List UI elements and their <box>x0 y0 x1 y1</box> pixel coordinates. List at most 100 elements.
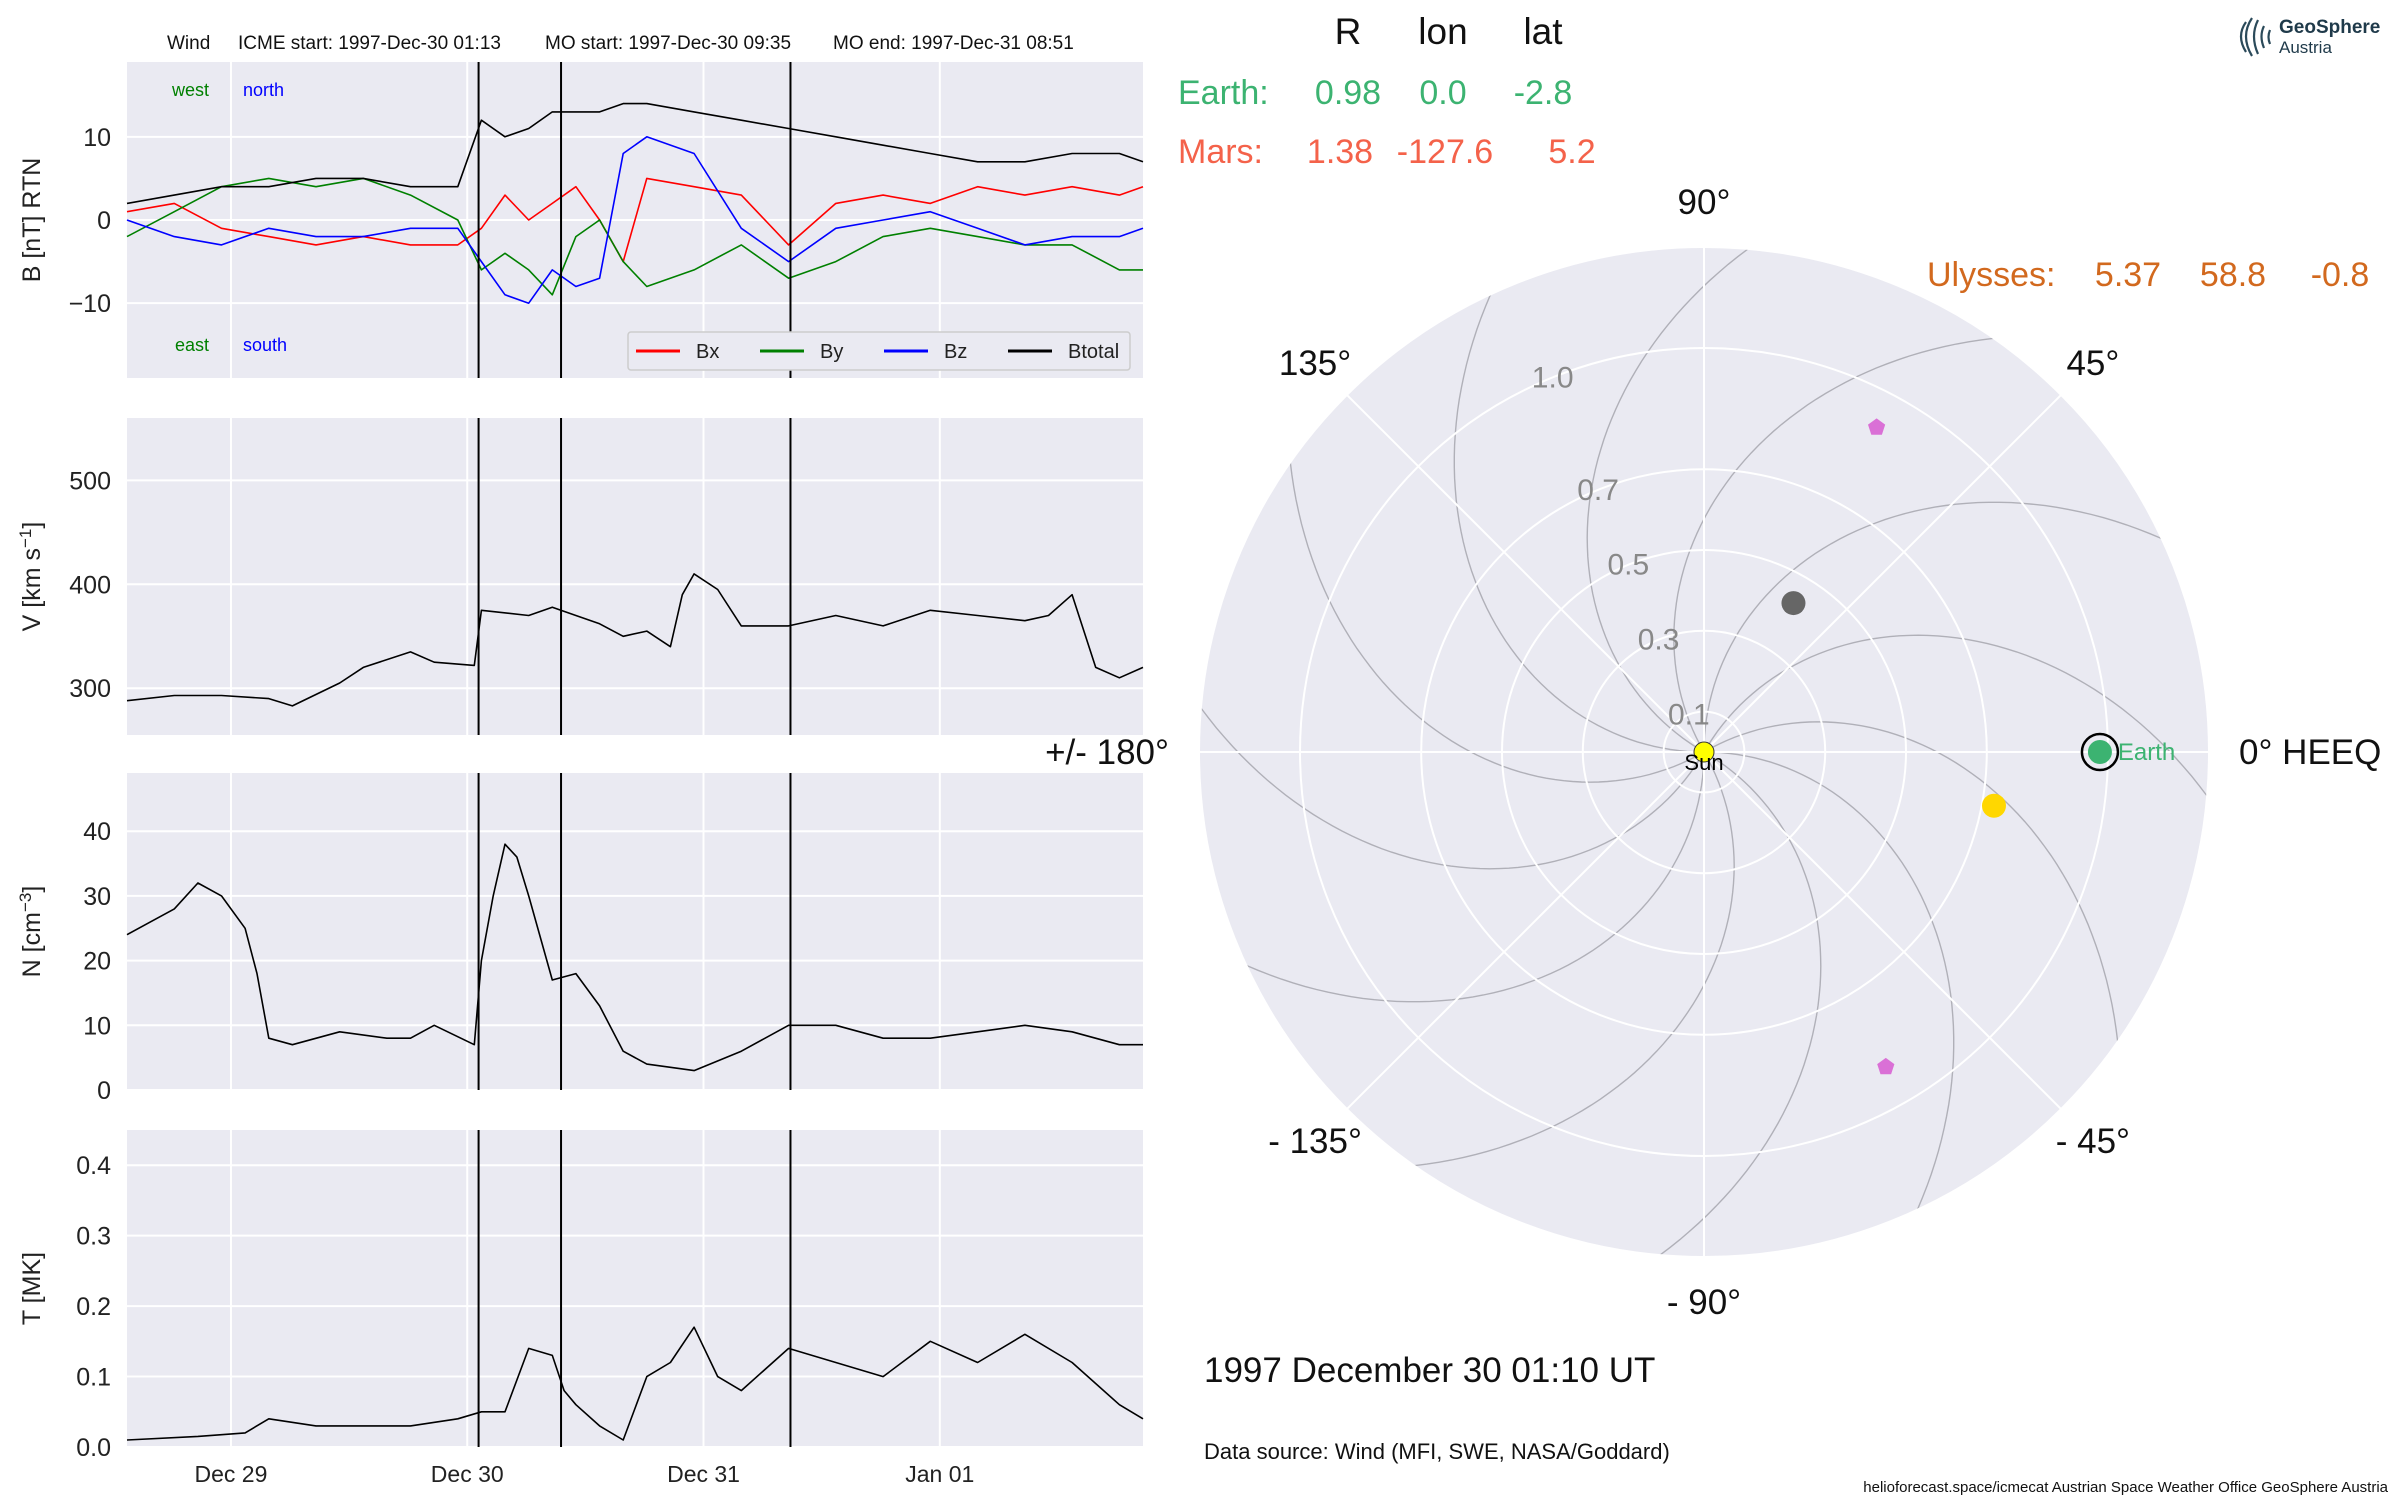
y-tick-label: 0.3 <box>76 1223 111 1251</box>
y-tick-label: 0.0 <box>76 1434 111 1462</box>
header-icme-start: ICME start: 1997-Dec-30 01:13 <box>238 33 501 54</box>
y-tick-label: 400 <box>69 571 111 599</box>
y-tick-label: 10 <box>83 1012 111 1040</box>
col-header-r: R <box>1335 11 1362 52</box>
col-header-lat: lat <box>1523 11 1563 52</box>
y-axis-label: V [km s−1] <box>16 522 46 632</box>
angle-label: - 135° <box>1268 1122 1362 1161</box>
header-mo-end: MO end: 1997-Dec-31 08:51 <box>833 33 1074 54</box>
y-axis-label: N [cm−3] <box>16 886 46 978</box>
direction-label-north: north <box>243 80 284 100</box>
x-tick-label: Jan 01 <box>905 1461 974 1487</box>
mars-lat: 5.2 <box>1548 133 1595 171</box>
legend-label-bz: Bz <box>944 341 967 363</box>
earth-lat: -2.8 <box>1514 74 1573 112</box>
direction-label-east: east <box>175 335 209 355</box>
legend-box <box>627 331 1131 371</box>
series-line-t <box>126 1326 1144 1441</box>
angular-gridline <box>1703 751 2062 1110</box>
logo-line1: GeoSphere <box>2279 17 2380 38</box>
position-row-ulysses: Ulysses: 5.37 58.8 -0.8 <box>1927 256 2369 294</box>
ulysses-lon: 58.8 <box>2200 256 2266 294</box>
header-mo-start: MO start: 1997-Dec-30 09:35 <box>545 33 791 54</box>
y-tick-label: 30 <box>83 883 111 911</box>
spiral-field-line <box>1414 751 1735 1167</box>
geosphere-logo-mark-icon <box>2239 17 2272 57</box>
y-axis-label: T [MK] <box>18 1252 46 1325</box>
series-line-bz <box>126 136 1144 305</box>
earth-label: Earth <box>2118 739 2175 766</box>
grey-body-marker <box>1781 591 1806 616</box>
mars-r: 1.38 <box>1307 133 1373 171</box>
pentagon-south-marker <box>1877 1057 1895 1075</box>
time-series-panels: −10 0 10 B [nT] RTN west north east south Bx By Bz… <box>16 62 1144 1487</box>
mars-name: Mars: <box>1178 133 1263 171</box>
y-tick-label: 20 <box>83 948 111 976</box>
earth-marker <box>2087 740 2112 764</box>
mars-lon: -127.6 <box>1397 133 1493 171</box>
earth-lon: 0.0 <box>1419 74 1466 112</box>
y-tick-label: 0.2 <box>76 1293 111 1321</box>
ulysses-name: Ulysses: <box>1927 256 2055 294</box>
earth-spacecraft-ring <box>2080 732 2120 772</box>
spiral-field-line <box>1289 462 1705 783</box>
radial-tick-label: 0.5 <box>1607 549 1649 582</box>
geosphere-logo: GeoSphere Austria <box>2239 17 2380 57</box>
legend-label-by: By <box>820 341 843 363</box>
x-tick-label: Dec 31 <box>667 1461 740 1487</box>
direction-label-west: west <box>171 80 209 100</box>
angle-label: 0° HEEQ <box>2239 733 2381 772</box>
spiral-field-line <box>1703 721 2119 1042</box>
series-line-n <box>126 843 1143 1072</box>
x-tick-label: Dec 30 <box>431 1461 504 1487</box>
logo-line2: Austria <box>2279 38 2332 57</box>
panel-background <box>127 418 1143 735</box>
y-tick-label: −10 <box>69 290 111 318</box>
yellow-body-marker <box>1981 793 2006 818</box>
radial-tick-label: 1.0 <box>1532 361 1574 394</box>
sun-label: Sun <box>1684 750 1723 775</box>
header-spacecraft: Wind <box>167 33 210 54</box>
y-tick-label: 0 <box>97 207 111 235</box>
angle-label: 90° <box>1678 183 1731 222</box>
spiral-field-line <box>1703 634 2208 797</box>
angle-label: 135° <box>1279 344 1351 383</box>
date-label: 1997 December 30 01:10 UT <box>1204 1351 1655 1390</box>
pentagon-north-marker <box>1868 418 1886 435</box>
spiral-field-line <box>1703 751 1955 1210</box>
direction-label-south: south <box>243 335 287 355</box>
legend-label-btotal: Btotal <box>1068 341 1119 363</box>
footer-credits: helioforecast.space/icmecat Austrian Spa… <box>1863 1479 2388 1496</box>
y-tick-label: 40 <box>83 818 111 846</box>
series-line-btotal <box>126 102 1144 205</box>
spiral-field-line <box>1453 294 1705 753</box>
spiral-field-line <box>1246 751 1705 1003</box>
y-tick-label: 300 <box>69 675 111 703</box>
y-tick-label: 0.4 <box>76 1152 111 1180</box>
y-tick-label: 500 <box>69 467 111 495</box>
panel-background <box>127 773 1143 1090</box>
position-table: R lon lat Earth: 0.98 0.0 -2.8 Mars: 1.3… <box>1178 11 2369 294</box>
y-axis-label: B [nT] RTN <box>18 158 46 283</box>
angular-gridline <box>1346 751 1705 1110</box>
col-header-lon: lon <box>1418 11 1467 52</box>
position-row-mars: Mars: 1.38 -127.6 5.2 <box>1178 133 1596 171</box>
spiral-field-line <box>1673 337 1994 753</box>
legend-label-bx: Bx <box>696 341 719 363</box>
panel-velocity: 300 400 500 V [km s−1] <box>16 418 1144 735</box>
spiral-field-line <box>1586 248 1749 753</box>
series-line-by <box>126 177 1143 296</box>
legend: Bx By Bz Btotal <box>627 331 1131 371</box>
spiral-field-line <box>1703 501 2162 753</box>
ulysses-r: 5.37 <box>2095 256 2161 294</box>
spiral-field-line <box>1659 751 1822 1256</box>
spiral-field-line <box>1200 707 1705 870</box>
y-tick-label: 0.1 <box>76 1364 111 1392</box>
y-tick-label: 10 <box>83 124 111 152</box>
polar-outer-ring <box>1198 246 2210 1258</box>
radial-tick-label: 0.1 <box>1668 699 1710 732</box>
position-row-earth: Earth: 0.98 0.0 -2.8 <box>1178 74 1572 112</box>
panel-background <box>127 1130 1143 1447</box>
y-tick-label: 0 <box>97 1077 111 1105</box>
